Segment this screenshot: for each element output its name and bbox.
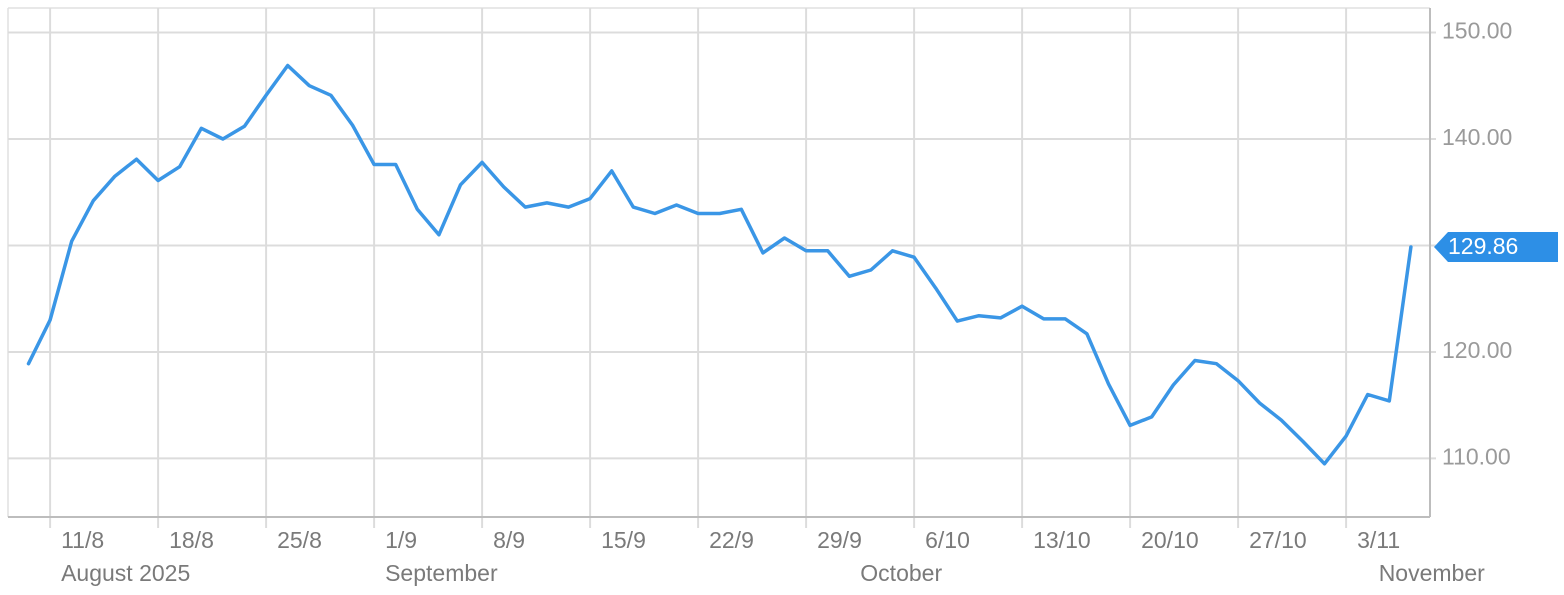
last-value-label: 129.86 bbox=[1448, 233, 1518, 259]
month-label: October bbox=[860, 560, 942, 586]
month-label: September bbox=[385, 560, 498, 586]
y-tick-label: 110.00 bbox=[1442, 444, 1511, 470]
y-tick-label: 140.00 bbox=[1442, 124, 1512, 150]
last-value-tag bbox=[1434, 231, 1558, 262]
x-tick-label: 29/9 bbox=[817, 527, 862, 553]
x-tick-label: 11/8 bbox=[61, 527, 104, 553]
x-tick-label: 3/11 bbox=[1357, 527, 1400, 553]
month-label: August 2025 bbox=[61, 560, 190, 586]
y-tick-label: 120.00 bbox=[1442, 337, 1512, 363]
x-tick-label: 6/10 bbox=[925, 527, 970, 553]
x-tick-label: 13/10 bbox=[1033, 527, 1091, 553]
x-tick-label: 22/9 bbox=[709, 527, 754, 553]
month-label: November bbox=[1379, 560, 1485, 586]
x-tick-label: 8/9 bbox=[493, 527, 525, 553]
x-tick-label: 20/10 bbox=[1141, 527, 1199, 553]
x-tick-label: 1/9 bbox=[385, 527, 417, 553]
y-tick-label: 150.00 bbox=[1442, 18, 1512, 44]
x-tick-label: 18/8 bbox=[169, 527, 214, 553]
price-line bbox=[26, 63, 1413, 466]
x-tick-label: 25/8 bbox=[277, 527, 322, 553]
x-tick-label: 27/10 bbox=[1249, 527, 1307, 553]
x-tick-label: 15/9 bbox=[601, 527, 646, 553]
